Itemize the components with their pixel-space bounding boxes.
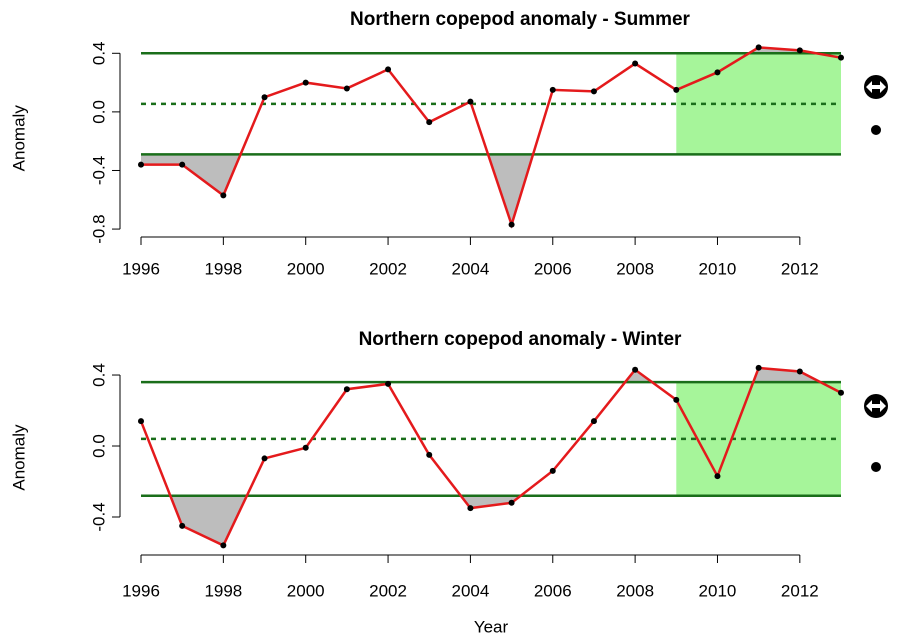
shaded-area [141,154,534,225]
x-tick-label: 2002 [369,259,407,278]
y-axis-label: Anomaly [9,424,28,491]
x-tick-label: 2010 [699,581,737,600]
data-point [302,444,309,451]
data-point [838,54,844,61]
data-point [179,161,186,168]
x-tick-label: 2012 [781,581,819,600]
icon [864,75,888,135]
x-tick-label: 1998 [204,581,242,600]
data-point [343,85,350,92]
data-point [220,542,227,549]
x-tick-label: 2000 [287,581,325,600]
data-point [385,66,392,73]
x-tick-label: 2000 [287,259,325,278]
x-tick-label: 2008 [616,581,654,600]
x-tick-label: 1998 [204,259,242,278]
data-point [714,473,721,480]
data-point [796,47,803,54]
x-tick-label: 1996 [122,581,160,600]
data-point [673,86,680,93]
data-line [141,46,842,229]
chart-title: Northern copepod anomaly - Winter [359,329,682,350]
y-tick-label: 0.4 [89,363,108,387]
shaded-area [170,495,521,546]
data-point [755,364,762,371]
data-point [632,60,639,67]
data-point [261,94,268,101]
y-tick-label: 0.4 [89,41,108,65]
x-tick-label: 2002 [369,581,407,600]
data-point [714,69,721,76]
data-point [838,389,844,396]
x-tick-label: 2004 [451,259,489,278]
data-point [426,119,433,126]
data-point [138,418,144,425]
data-point [179,522,186,529]
chart-title: Northern copepod anomaly - Summer [350,9,691,30]
icon [864,394,888,472]
y-axis-label: Anomaly [9,105,28,172]
x-tick-label: 2006 [534,259,572,278]
x-tick-label: 2006 [534,581,572,600]
data-point [138,161,144,168]
data-point [508,499,515,506]
y-tick-label: 0.0 [89,100,108,124]
x-tick-label: 2004 [451,581,489,600]
y-tick-label: -0.4 [89,156,108,185]
data-point [385,380,392,387]
y-tick-label: -0.4 [89,502,108,531]
y-tick-label: -0.8 [89,214,108,243]
x-tick-label: 1996 [122,259,160,278]
data-point [343,386,350,393]
x-tick-label: 2008 [616,259,654,278]
data-point [467,98,474,105]
data-point [426,451,433,458]
data-point [508,221,515,228]
x-tick-label: 2010 [699,259,737,278]
data-point [590,88,597,95]
data-point [796,368,803,375]
data-point [220,192,227,199]
data-point [467,505,474,512]
data-point [590,418,597,425]
data-line [139,366,842,548]
data-point [632,366,639,373]
data-point [673,396,680,403]
x-axis-label: Year [474,617,509,636]
data-point [755,44,762,51]
data-point [261,455,268,462]
data-point [549,86,556,93]
x-tick-label: 2012 [781,259,819,278]
data-point [549,467,556,474]
y-tick-label: 0.0 [89,434,108,458]
data-point [302,79,309,86]
